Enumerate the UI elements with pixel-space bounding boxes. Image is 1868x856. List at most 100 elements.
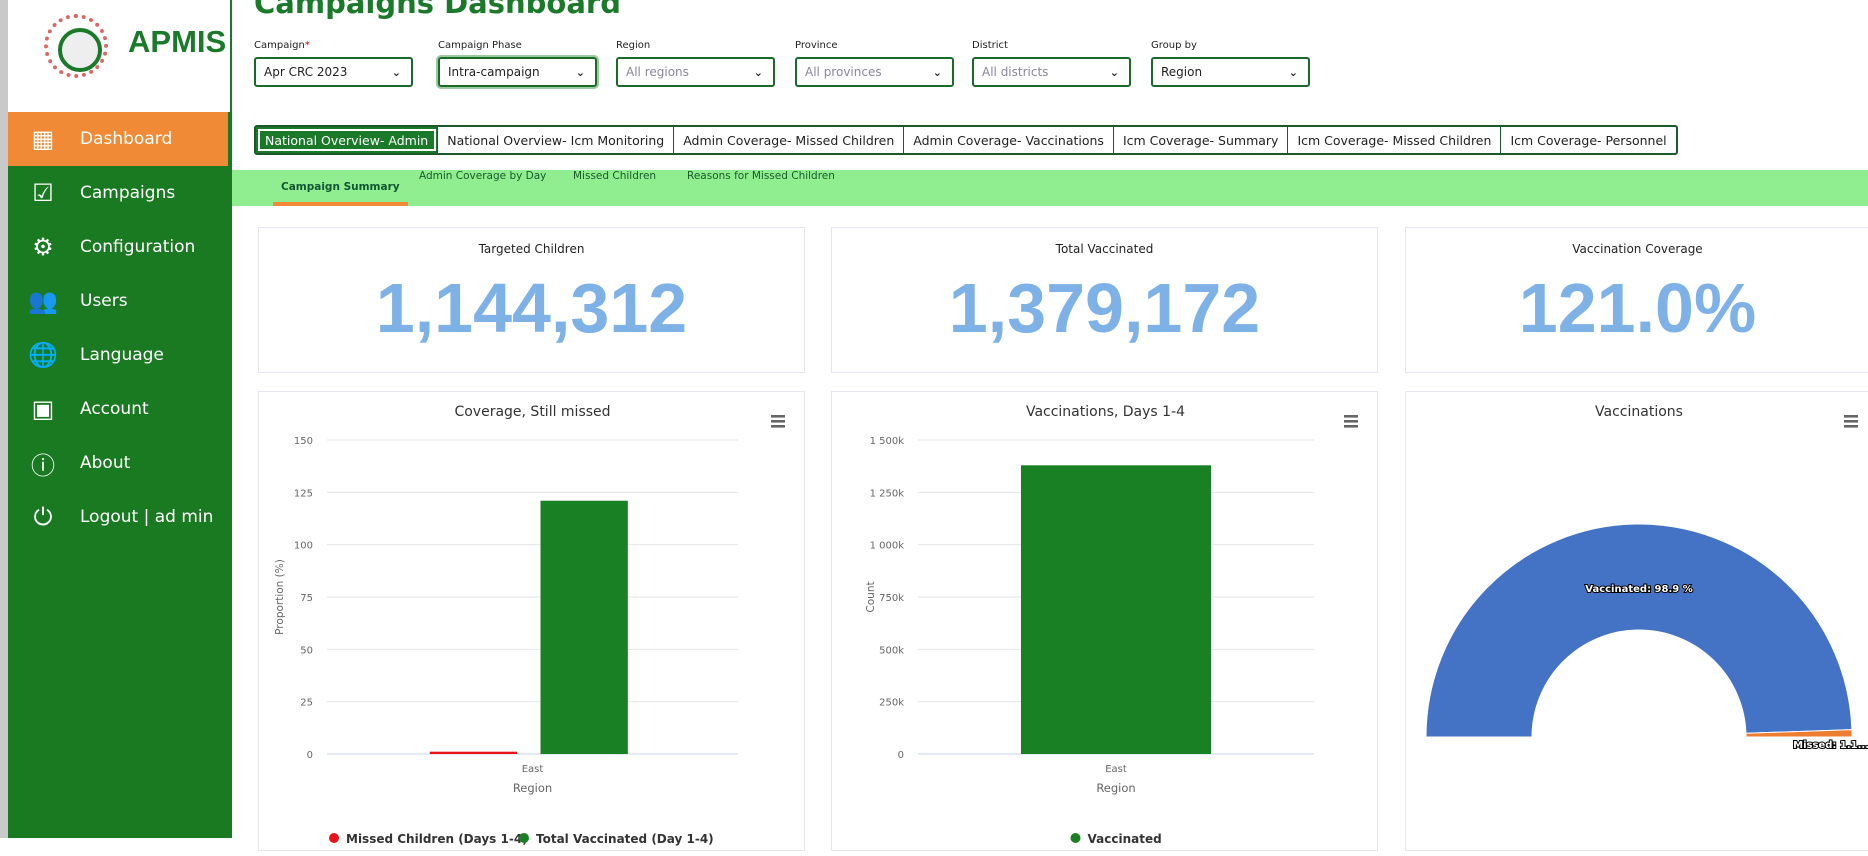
select-placeholder: All provinces: [805, 65, 882, 79]
chart-menu-icon[interactable]: [771, 420, 785, 423]
chart-title: Coverage, Still missed: [454, 404, 610, 420]
sidebar-item-users[interactable]: 👥 Users: [8, 274, 228, 328]
y-tick-label: 1 500k: [870, 436, 905, 447]
campaign-phase-filter: Campaign Phase Intra-campaign ⌄: [438, 40, 597, 87]
tab-icm-summary[interactable]: Icm Coverage- Summary: [1114, 127, 1289, 153]
kpi-title: Total Vaccinated: [1055, 242, 1154, 256]
tab-admin-missed-children[interactable]: Admin Coverage- Missed Children: [674, 127, 905, 153]
province-filter: Province All provinces ⌄: [795, 40, 954, 87]
apmis-logo: [44, 14, 108, 78]
campaign-select[interactable]: Apr CRC 2023 ⌄: [254, 57, 413, 87]
tab-admin-vaccinations[interactable]: Admin Coverage- Vaccinations: [904, 127, 1114, 153]
grid-icon: ▦: [31, 125, 55, 153]
sidebar-header: APMIS: [8, 0, 232, 112]
tab-icm-missed-children[interactable]: Icm Coverage- Missed Children: [1288, 127, 1502, 153]
sidebar-item-campaigns[interactable]: ☑ Campaigns: [8, 166, 228, 220]
y-tick-label: 1 000k: [870, 541, 905, 552]
sidebar-item-about[interactable]: ⓘ About: [8, 436, 228, 490]
bar-total-vaccinated-day-1-4-: [540, 500, 628, 754]
select-placeholder: All districts: [982, 65, 1049, 79]
info-icon: ⓘ: [31, 451, 55, 480]
pie-data-label: Vaccinated: 98.9 %: [1585, 584, 1692, 595]
kpi-title: Vaccination Coverage: [1572, 242, 1703, 256]
sidebar-item-configuration[interactable]: ⚙ Configuration: [8, 220, 228, 274]
legend-marker: [1070, 833, 1081, 843]
window-edge: [0, 0, 8, 838]
x-tick-label: East: [522, 764, 544, 775]
gear-icon: ⚙: [32, 233, 54, 261]
chart-menu-icon[interactable]: [1344, 415, 1358, 418]
x-axis-label: Region: [513, 781, 552, 795]
subtab-admin-coverage-by-day[interactable]: Admin Coverage by Day: [419, 170, 547, 182]
sidebar-item-label: Dashboard: [80, 129, 173, 149]
sidebar-item-label: Configuration: [80, 237, 196, 257]
chart-menu-icon[interactable]: [1344, 425, 1358, 428]
y-tick-label: 75: [300, 593, 313, 604]
chevron-down-icon: ⌄: [575, 65, 585, 79]
y-axis-label: Proportion (%): [274, 559, 286, 635]
sidebar-item-label: Logout | ad min: [80, 507, 214, 527]
vaccinations-days-chart: Vaccinations, Days 1-4 0 250k 500k 750k 1 000…: [865, 404, 1358, 846]
tab-national-overview-icm[interactable]: National Overview- Icm Monitoring: [438, 127, 675, 153]
y-tick-label: 750k: [879, 593, 904, 604]
chart-title: Vaccinations, Days 1-4: [1026, 404, 1185, 420]
filter-label: Province: [795, 40, 838, 51]
chart-card-vaccinations-days: Vaccinations, Days 1-4 0 250k 500k 750k 1 000…: [831, 391, 1378, 851]
campaign-phase-select[interactable]: Intra-campaign ⌄: [438, 57, 597, 87]
subnav: Campaign Summary Admin Coverage by Day M…: [232, 170, 1868, 206]
y-tick-label: 0: [307, 750, 313, 761]
kpi-total-vaccinated: Total Vaccinated 1,379,172: [831, 227, 1378, 373]
chart-menu-icon[interactable]: [1844, 420, 1858, 423]
chart-menu-icon[interactable]: [771, 415, 785, 418]
subtab-campaign-summary[interactable]: Campaign Summary: [273, 170, 408, 206]
sidebar-item-account[interactable]: ▣ Account: [8, 382, 228, 436]
vaccinations-pie-chart: Vaccinations Vaccinated: 98.9 % Missed: 1.…: [1425, 404, 1868, 752]
y-tick-label: 150: [294, 436, 313, 447]
subtab-missed-children[interactable]: Missed Children: [573, 170, 657, 182]
select-value: Intra-campaign: [448, 65, 540, 79]
coverage-chart: Coverage, Still missed 0 25 50 75 100 125 150 Pr…: [274, 404, 785, 846]
campaign-filter: Campaign* Apr CRC 2023 ⌄: [254, 40, 413, 87]
filter-label: Region: [616, 40, 651, 51]
chart-menu-icon[interactable]: [771, 425, 785, 428]
tab-icm-personnel[interactable]: Icm Coverage- Personnel: [1510, 132, 1667, 148]
group-by-select[interactable]: Region ⌄: [1151, 57, 1310, 87]
chart-card-vaccinations-pie: Vaccinations Vaccinated: 98.9 % Missed: 1.…: [1405, 391, 1868, 851]
page-title: Campaigns Dashboard: [254, 0, 621, 20]
sidebar-item-label: Campaigns: [80, 183, 176, 203]
region-select[interactable]: All regions ⌄: [616, 57, 775, 87]
sidebar-item-label: Account: [80, 399, 149, 419]
subtab-reasons-missed[interactable]: Reasons for Missed Children: [687, 170, 835, 182]
select-value: Region: [1161, 65, 1203, 79]
y-axis-label: Count: [865, 581, 877, 612]
kpi-title: Targeted Children: [478, 242, 585, 256]
sidebar-item-label: About: [80, 453, 131, 473]
chart-menu-icon[interactable]: [1844, 425, 1858, 428]
chevron-down-icon: ⌄: [753, 65, 763, 79]
sidebar-item-dashboard[interactable]: ▦ Dashboard: [8, 112, 228, 166]
chart-menu-icon[interactable]: [1844, 415, 1858, 418]
group-by-filter: Group by Region ⌄: [1151, 40, 1310, 87]
bar-missed-children-days-1-4-: [429, 751, 518, 754]
sidebar-item-language[interactable]: 🌐 Language: [8, 328, 228, 382]
pie-slice-vaccinated: [1425, 523, 1853, 738]
y-tick-label: 0: [898, 750, 904, 761]
legend-marker: [519, 833, 529, 843]
sidebar-item-label: Users: [80, 291, 128, 311]
sidebar-item-label: Language: [80, 345, 164, 365]
pie-slice-missed: [1745, 729, 1853, 738]
y-tick-label: 125: [294, 488, 313, 499]
clipboard-check-icon: ☑: [32, 179, 54, 207]
district-select[interactable]: All districts ⌄: [972, 57, 1131, 87]
chart-menu-icon[interactable]: [1344, 420, 1358, 423]
globe-icon: 🌐: [28, 341, 58, 369]
tab-national-overview-admin[interactable]: National Overview- Admin: [256, 127, 439, 153]
province-select[interactable]: All provinces ⌄: [795, 57, 954, 87]
kpi-value: 1,144,312: [375, 269, 688, 347]
users-icon: 👥: [28, 287, 58, 315]
y-tick-label: 50: [300, 645, 313, 656]
filter-label: Campaign Phase: [438, 40, 522, 51]
required-marker: *: [304, 40, 310, 51]
filter-label: District: [972, 40, 1008, 51]
sidebar-item-logout[interactable]: ⏻ Logout | ad min: [8, 490, 228, 544]
